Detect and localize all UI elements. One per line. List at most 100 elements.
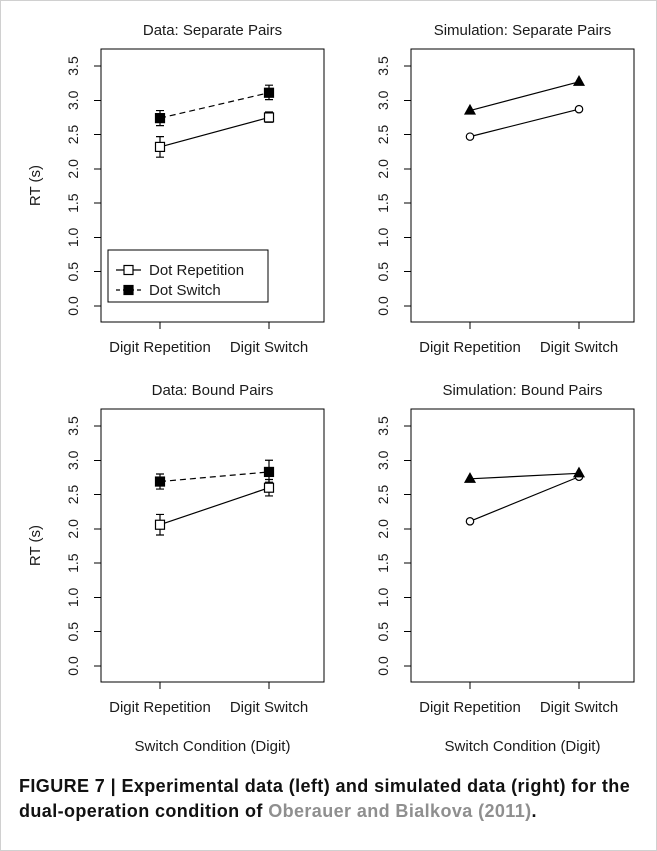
y-tick-label: 2.5: [65, 125, 81, 145]
y-tick-label: 0.0: [65, 296, 81, 316]
chart-title: Simulation: Bound Pairs: [442, 382, 602, 399]
y-tick-label: 2.5: [375, 125, 391, 145]
series-2: [154, 459, 275, 490]
plot-frame: [410, 408, 635, 683]
data-point: [263, 87, 275, 98]
y-tick-label: 2.5: [65, 485, 81, 505]
y-tick-label: 0.5: [375, 622, 391, 642]
simulation-bound-pairs-panel: Simulation: Bound Pairs 0.0 0.5 1.0 1.5 2.0 2.…: [375, 382, 635, 755]
series-line: [469, 476, 580, 522]
series-line: [159, 471, 270, 483]
series-line: [159, 116, 270, 148]
series-line: [469, 108, 580, 138]
x-tick-label: Digit Switch: [230, 339, 308, 356]
data-point: [154, 476, 166, 487]
data-point: [154, 519, 166, 530]
y-tick-label: 0.0: [375, 656, 391, 676]
plot-frame: [100, 408, 325, 683]
y-tick-label: 3.5: [65, 416, 81, 436]
y-tick-label: 0.0: [375, 296, 391, 316]
series-1: [154, 478, 275, 536]
legend: Dot Repetition Dot Switch: [107, 249, 269, 303]
y-tick-label: 0.5: [65, 622, 81, 642]
y-tick-label: 2.0: [375, 159, 391, 179]
caption-end: .: [531, 801, 537, 821]
y-tick-label: 3.0: [65, 450, 81, 470]
data-point: [263, 466, 275, 478]
legend-label: Dot Switch: [149, 282, 221, 299]
data-point: [465, 517, 475, 526]
legend-item: Dot Switch: [116, 282, 221, 299]
series-2: [463, 466, 586, 483]
chart-title: Data: Separate Pairs: [143, 22, 282, 39]
plot-frame: [410, 48, 635, 323]
y-tick-label: 1.5: [375, 553, 391, 573]
series-line: [469, 81, 580, 112]
y-axis-label: RT (s): [27, 525, 44, 566]
y-tick-label: 2.5: [375, 485, 391, 505]
data-point: [572, 466, 586, 478]
x-tick-label: Digit Switch: [540, 339, 618, 356]
data-point: [463, 472, 477, 483]
reference-link[interactable]: Oberauer and Bialkova (2011): [268, 801, 532, 821]
plot-frame: [100, 48, 325, 323]
figure-charts: Data: Separate Pairs 0.0 0.5 1.0 1.5 2.0 2.5 3.…: [27, 22, 635, 755]
y-tick-label: 1.0: [65, 587, 81, 607]
y-tick-label: 2.0: [65, 519, 81, 539]
chart-title: Simulation: Separate Pairs: [434, 22, 612, 39]
series-1: [465, 104, 584, 141]
y-tick-label: 3.5: [375, 56, 391, 76]
x-tick-label: Digit Repetition: [419, 699, 521, 716]
y-tick-label: 1.0: [375, 587, 391, 607]
y-tick-label: 2.0: [65, 159, 81, 179]
legend-label: Dot Repetition: [149, 262, 244, 279]
data-point: [263, 112, 275, 123]
data-point: [463, 103, 477, 115]
series-line: [159, 487, 270, 526]
y-tick-label: 2.0: [375, 519, 391, 539]
y-tick-label: 3.5: [65, 56, 81, 76]
y-tick-label: 3.0: [375, 90, 391, 110]
data-point: [465, 132, 475, 141]
data-point: [154, 113, 166, 124]
x-tick-label: Digit Switch: [540, 699, 618, 716]
x-tick-label: Digit Repetition: [419, 339, 521, 356]
data-point: [574, 104, 584, 114]
y-tick-label: 1.5: [375, 193, 391, 213]
data-point: [572, 75, 586, 86]
data-separate-pairs-panel: Data: Separate Pairs 0.0 0.5 1.0 1.5 2.0 2.5 3.…: [27, 22, 325, 356]
series-1: [465, 472, 584, 526]
y-tick-label: 1.0: [375, 227, 391, 247]
simulation-separate-pairs-panel: Simulation: Separate Pairs 0.0 0.5 1.0 1.5 2.…: [375, 22, 635, 356]
y-tick-label: 1.0: [65, 227, 81, 247]
x-tick-label: Digit Repetition: [109, 339, 211, 356]
series-2: [154, 84, 275, 127]
legend-item: Dot Repetition: [116, 262, 244, 279]
y-tick-label: 3.0: [375, 450, 391, 470]
y-tick-label: 3.5: [375, 416, 391, 436]
y-axis-label: RT (s): [27, 165, 44, 206]
data-point: [154, 141, 166, 153]
legend-marker: [123, 284, 134, 296]
y-tick-label: 0.5: [375, 262, 391, 282]
legend-marker: [123, 264, 134, 276]
data-point: [263, 482, 275, 493]
x-tick-label: Digit Switch: [230, 699, 308, 716]
y-tick-label: 0.5: [65, 262, 81, 282]
series-2: [463, 75, 586, 115]
series-1: [154, 111, 275, 158]
y-tick-label: 1.5: [65, 553, 81, 573]
x-axis-label: Switch Condition (Digit): [445, 738, 601, 755]
caption-text: FIGURE 7 | Experimental data (left) and …: [19, 776, 631, 821]
series-line: [159, 92, 270, 119]
figure-caption: FIGURE 7 | Experimental data (left) and …: [19, 774, 651, 824]
chart-title: Data: Bound Pairs: [152, 382, 274, 399]
y-tick-label: 3.0: [65, 90, 81, 110]
y-tick-label: 0.0: [65, 656, 81, 676]
legend-box: [107, 249, 269, 303]
series-line: [469, 472, 580, 480]
y-tick-label: 1.5: [65, 193, 81, 213]
data-bound-pairs-panel: Data: Bound Pairs 0.0 0.5 1.0 1.5 2.0 2.5 3.0 3.…: [27, 382, 325, 755]
x-tick-label: Digit Repetition: [109, 699, 211, 716]
